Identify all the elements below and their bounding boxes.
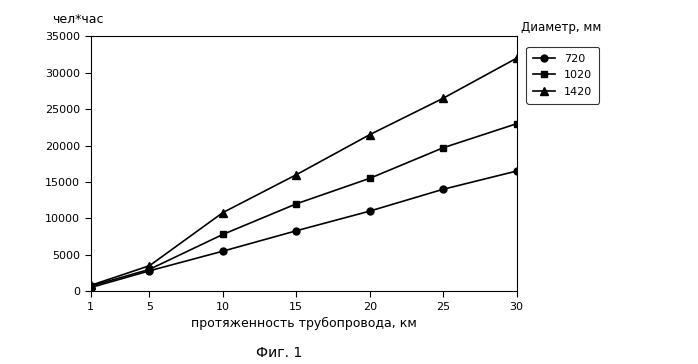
720: [87, 285, 95, 290]
1020: [218, 232, 227, 237]
X-axis label: протяженность трубопровода, км: протяженность трубопровода, км: [191, 317, 417, 330]
1420: [292, 173, 300, 177]
Text: чел*час: чел*час: [52, 13, 104, 26]
720: [366, 209, 374, 213]
1020: [439, 146, 447, 150]
720: [218, 249, 227, 253]
1420: [218, 210, 227, 215]
720: [439, 187, 447, 191]
1420: [145, 264, 154, 268]
1420: [439, 96, 447, 100]
Text: Фиг. 1: Фиг. 1: [256, 347, 302, 360]
Text: Диаметр, мм: Диаметр, мм: [521, 21, 601, 34]
Line: 1420: 1420: [87, 54, 521, 289]
1020: [145, 267, 154, 272]
1020: [292, 202, 300, 206]
1020: [87, 284, 95, 288]
Line: 1020: 1020: [87, 120, 520, 290]
Legend: 720, 1020, 1420: 720, 1020, 1420: [526, 47, 599, 104]
720: [512, 169, 521, 173]
1020: [366, 176, 374, 181]
720: [292, 229, 300, 233]
Line: 720: 720: [87, 167, 520, 291]
1020: [512, 122, 521, 126]
720: [145, 269, 154, 273]
1420: [87, 283, 95, 288]
1420: [512, 56, 521, 60]
1420: [366, 132, 374, 137]
